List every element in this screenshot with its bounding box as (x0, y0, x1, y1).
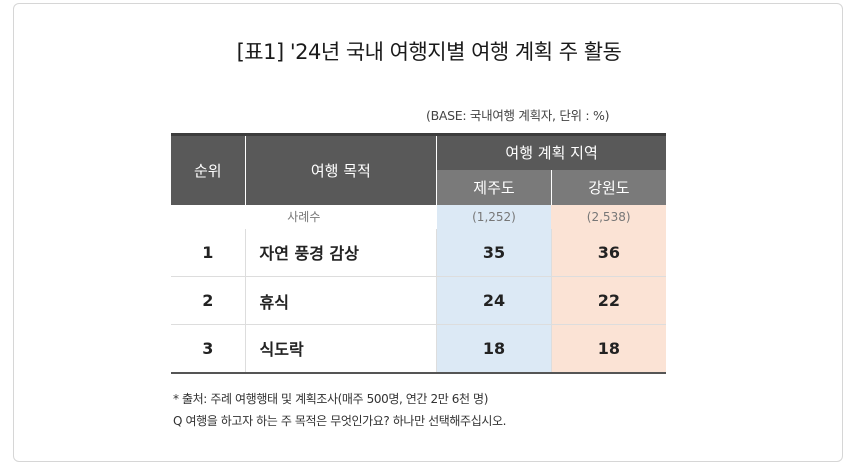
gangwon-value: 22 (550, 276, 666, 325)
purpose-cell: 자연 풍경 감상 (244, 228, 437, 277)
table-row: 1 자연 풍경 감상 35 36 (171, 228, 666, 277)
table-row: 3 식도락 18 18 (171, 324, 666, 374)
jeju-value: 24 (436, 276, 552, 325)
base-note: (BASE: 국내여행 계획자, 단위 : %) (426, 108, 610, 123)
jeju-value: 35 (436, 228, 552, 277)
travel-purpose-table: 순위 여행 목적 여행 계획 지역 제주도 강원도 사례수 (1,252) (2… (171, 133, 666, 374)
jeju-value: 18 (436, 324, 552, 374)
rank-cell: 3 (171, 324, 246, 374)
header-gangwon: 강원도 (550, 169, 666, 205)
header-purpose: 여행 목적 (244, 133, 437, 205)
content-card: [표1] '24년 국내 여행지별 여행 계획 주 활동 (BASE: 국내여행… (13, 3, 843, 462)
header-rank: 순위 (171, 133, 246, 205)
sample-label: 사례수 (287, 210, 321, 224)
purpose-cell: 식도락 (244, 324, 437, 374)
gangwon-value: 18 (550, 324, 666, 374)
table-row: 2 휴식 24 22 (171, 276, 666, 325)
gangwon-value: 36 (550, 228, 666, 277)
source-footnote: * 출처: 주례 여행행태 및 계획조사(매주 500명, 연간 2만 6천 명… (173, 392, 488, 406)
rank-cell: 2 (171, 276, 246, 325)
purpose-cell: 휴식 (244, 276, 437, 325)
sample-gangwon: (2,538) (551, 204, 666, 229)
header-jeju: 제주도 (436, 169, 552, 205)
page-title: [표1] '24년 국내 여행지별 여행 계획 주 활동 (236, 40, 622, 64)
rank-cell: 1 (171, 228, 246, 277)
sample-jeju: (1,252) (436, 204, 552, 229)
question-footnote: Q 여행을 하고자 하는 주 목적은 무엇인가요? 하나만 선택해주십시오. (173, 414, 507, 428)
header-region-group: 여행 계획 지역 (436, 133, 666, 170)
